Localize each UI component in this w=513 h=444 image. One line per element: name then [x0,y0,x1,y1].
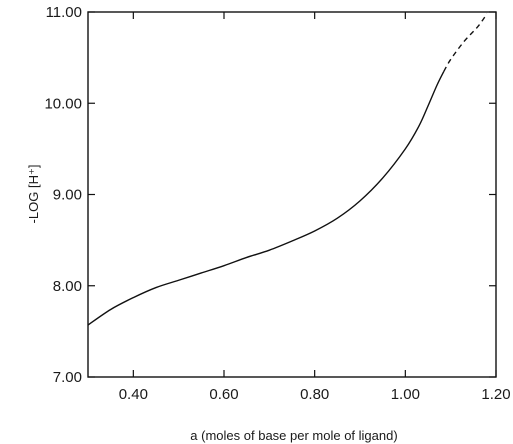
axis-ticks [88,11,497,378]
y-tick-label: 7.00 [53,369,82,386]
series-layer [87,13,488,326]
x-tick-label: 1.20 [481,386,510,403]
plot-frame [87,11,497,378]
y-tick-label: 8.00 [53,278,82,295]
x-tick-label: 0.80 [300,386,329,403]
titration-curve-extrapolated [443,13,488,72]
x-tick-label: 0.40 [119,386,148,403]
x-axis-title: a (moles of base per mole of ligand) [190,428,397,443]
axis-tick-labels: 0.40 0.60 0.80 1.00 1.20 7.00 8.00 9.00 10.00 11.… [44,4,510,403]
y-tick-label: 10.00 [44,95,82,112]
titration-curve [87,70,445,326]
x-tick-label: 0.60 [209,386,238,403]
y-tick-label: 9.00 [53,187,82,204]
y-tick-label: 11.00 [46,4,82,21]
y-axis-title: -LOG [H⁺] [26,165,41,224]
x-tick-label: 1.00 [391,386,420,403]
